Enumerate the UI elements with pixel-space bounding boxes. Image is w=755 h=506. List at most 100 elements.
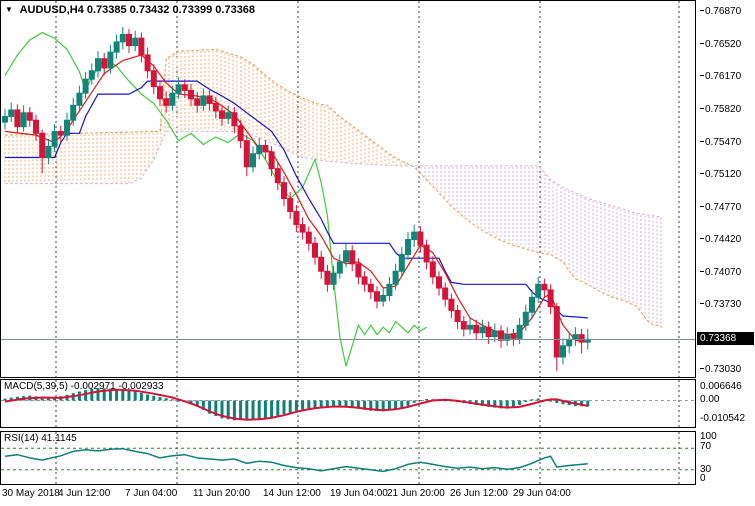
price-axis-label: 0.75820 [700,104,741,115]
bull-candle-body [343,250,349,263]
macd-histogram-bar [245,400,249,420]
macd-histogram-bar [549,400,553,402]
macd-histogram-bar [518,400,522,406]
bull-candle-body [119,33,126,43]
macd-histogram-bar [387,400,391,411]
macd-histogram-bar [170,399,174,401]
macd-axis[interactable]: 0.006646 0.00 -0.010542 [696,379,755,428]
rsi-axis-label: 70 [700,440,712,452]
bull-candle-body [398,253,405,272]
macd-histogram-bar [375,400,379,412]
rsi-indicator-label: RSI(14) 41.1145 [4,433,77,444]
bear-candle-body [374,291,380,302]
bear-candle-body [578,334,585,343]
macd-histogram-bar [332,400,336,407]
bear-candle-body [268,151,275,170]
price-axis-label: 0.73030 [700,364,741,375]
bull-candle-body [572,334,579,340]
bear-candle-body [448,298,455,311]
macd-histogram-bar [115,389,119,401]
macd-histogram-bar [580,400,584,407]
bull-candle-body [82,78,89,94]
price-chart-canvas[interactable] [1,1,695,377]
ohlc-values-label: 0.73385 0.73432 0.73399 0.73368 [86,4,256,16]
macd-histogram-bar [406,400,410,406]
macd-histogram-bar [127,390,131,401]
macd-histogram-bar [338,400,342,407]
macd-histogram-bar [381,400,385,412]
time-axis-label: 29 Jun 04:00 [513,488,571,499]
price-axis-label: 0.74070 [700,267,741,278]
bull-candle-body [336,261,343,274]
rsi-axis[interactable]: 100 70 30 0 [696,431,755,485]
bull-candle-body [64,119,70,136]
macd-histogram-bar [9,397,13,401]
price-axis[interactable]: 0.76870 0.76520 0.76170 0.75820 0.75470 0.751… [696,0,755,378]
rsi-axis-label: 100 [700,431,717,442]
macd-canvas[interactable] [1,380,695,427]
macd-axis-label: -0.010542 [700,413,746,424]
price-axis-label: 0.74420 [700,234,741,245]
macd-panel[interactable]: MACD(5,39,5) -0.002971 -0.002933 [0,379,696,428]
bear-candle-body [367,283,374,293]
bear-candle-body [274,168,281,184]
price-axis-label: 0.76870 [700,6,741,17]
macd-histogram-bar [201,400,205,410]
macd-histogram-bar [356,400,360,409]
macd-histogram-bar [418,400,422,402]
bull-candle-body [479,326,486,334]
time-axis-label: 30 May 2018 [2,488,60,499]
macd-histogram-bar [288,400,292,413]
bull-candle-body [566,338,573,347]
macd-histogram-bar [133,391,137,401]
bull-candle-body [535,283,542,298]
bull-candle-body [51,130,58,147]
macd-histogram-bar [443,400,447,402]
bear-candle-body [219,110,225,119]
rsi-canvas[interactable] [1,432,695,484]
price-axis-label: 0.75120 [700,169,741,180]
bear-candle-body [206,95,213,104]
price-axis-label: 0.73730 [700,299,741,310]
bull-candle-body [522,311,529,326]
bear-candle-body [150,70,157,88]
bear-candle-body [237,125,244,142]
bear-candle-body [460,321,467,330]
macd-histogram-bar [536,398,540,401]
macd-histogram-bar [139,392,143,401]
time-axis[interactable]: 30 May 2018 4 Jun 12:00 7 Jun 04:00 11 Jun … [0,486,755,506]
bear-candle-body [349,250,356,265]
macd-histogram-bar [313,400,317,408]
bull-candle-body [113,41,120,53]
macd-histogram-bar [561,400,565,405]
macd-histogram-bar [3,398,7,401]
symbol-dropdown-icon[interactable]: ▼ [5,5,13,14]
macd-histogram-bar [189,400,193,405]
bull-candle-body [516,324,523,339]
bull-candle-body [225,112,232,119]
macd-histogram-bar [487,400,491,407]
bear-candle-body [442,287,449,300]
bear-candle-body [541,283,548,291]
bear-candle-body [293,211,300,226]
macd-histogram-bar [195,400,199,407]
macd-histogram-bar [493,400,497,408]
rsi-line [4,447,588,473]
bear-candle-body [417,231,424,246]
bear-candle-body [231,112,238,127]
rsi-panel[interactable]: RSI(14) 41.1145 [0,431,696,485]
bull-candle-body [175,84,182,94]
time-axis-label: 26 Jun 12:00 [450,488,508,499]
bull-candle-body [169,92,176,106]
macd-histogram-bar [524,400,528,403]
time-axis-label: 21 Jun 20:00 [387,488,445,499]
bull-candle-body [330,272,337,285]
bear-candle-body [485,326,492,338]
macd-histogram-bar [164,398,168,401]
bear-candle-body [553,306,560,358]
macd-histogram-bar [282,400,286,415]
bull-candle-body [8,109,15,117]
bear-candle-body [355,263,362,278]
macd-histogram-bar [102,388,106,401]
price-chart-panel[interactable]: ▼ AUDUSD,H4 0.73385 0.73432 0.73399 0.73… [0,0,696,378]
